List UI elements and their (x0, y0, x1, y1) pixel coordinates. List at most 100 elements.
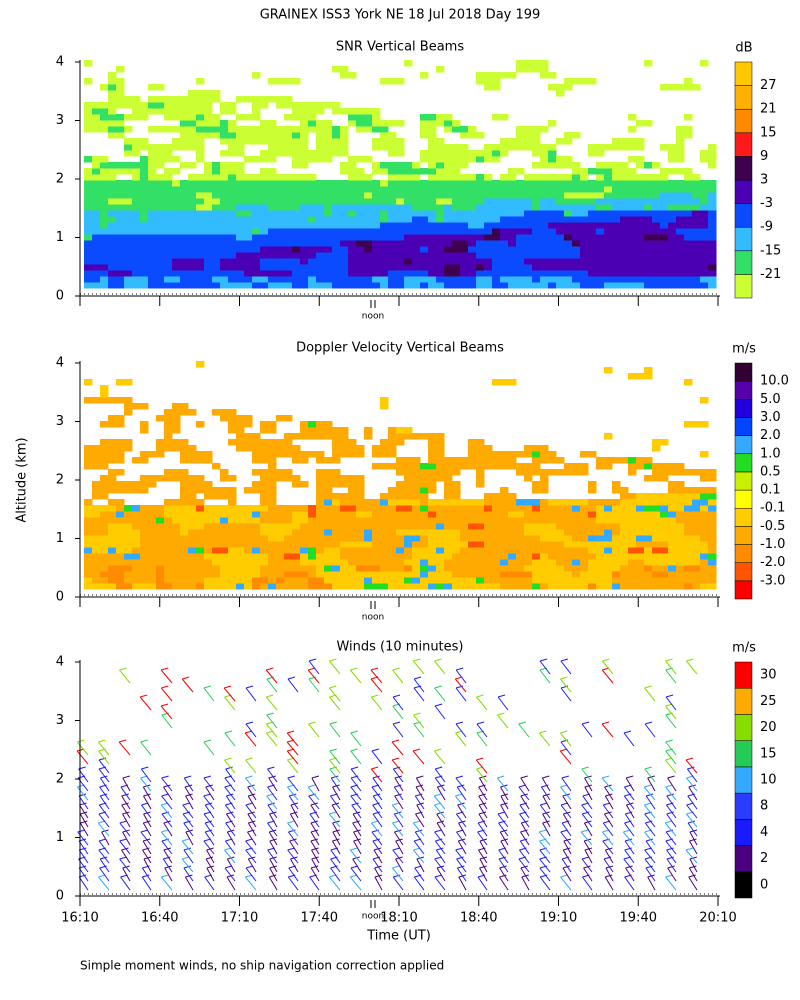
wind-barb (583, 822, 593, 837)
field-cell (308, 102, 317, 109)
field-cell (516, 553, 525, 560)
field-cell (500, 258, 509, 265)
field-cell (476, 192, 485, 199)
wind-barb (500, 786, 509, 801)
colorbar-label: 2 (760, 851, 768, 866)
field-cell (644, 246, 653, 253)
field-cell (364, 270, 373, 277)
field-cell (92, 541, 101, 548)
field-cell (188, 571, 197, 578)
wind-barb (542, 820, 550, 824)
field-cell (116, 499, 125, 506)
field-cell (620, 186, 629, 193)
field-cell (156, 126, 165, 133)
field-cell (364, 433, 373, 440)
field-cell (372, 240, 381, 247)
field-cell (172, 204, 181, 211)
field-cell (460, 180, 469, 187)
field-cell (708, 144, 717, 151)
wind-barb (245, 849, 257, 864)
wind-barb (394, 811, 402, 815)
field-cell (324, 487, 333, 494)
field-cell (148, 535, 157, 542)
field-cell (428, 487, 437, 494)
field-cell (348, 120, 357, 127)
wind-barb (310, 802, 318, 806)
wind-barb (372, 838, 380, 842)
field-cell (708, 583, 717, 590)
wind-barb (646, 793, 654, 797)
field-cell (564, 264, 573, 271)
field-cell (708, 222, 717, 229)
field-cell (428, 198, 437, 205)
field-cell (348, 511, 357, 518)
wind-barb (581, 858, 593, 873)
field-cell (588, 517, 597, 524)
field-cell (236, 162, 245, 169)
field-cell (452, 457, 461, 464)
field-cell (164, 150, 173, 157)
field-cell (388, 463, 397, 470)
field-cell (684, 192, 693, 199)
field-cell (516, 535, 525, 542)
field-cell (228, 234, 237, 241)
field-cell (172, 210, 181, 217)
field-cell (260, 445, 269, 452)
field-cell (620, 571, 629, 578)
field-cell (100, 162, 109, 169)
wind-barb (560, 874, 568, 878)
field-cell (300, 276, 309, 283)
field-cell (636, 529, 645, 536)
field-cell (172, 186, 181, 193)
field-cell (516, 240, 525, 247)
field-cell (196, 210, 205, 217)
field-cell (428, 517, 437, 524)
field-cell (356, 583, 365, 590)
field-cell (236, 174, 245, 181)
field-cell (708, 493, 717, 500)
field-cell (196, 541, 205, 548)
wind-barb (181, 858, 194, 873)
field-cell (252, 559, 261, 566)
field-cell (396, 541, 405, 548)
field-cell (524, 559, 533, 566)
wind-barb (353, 831, 362, 846)
field-cell (244, 433, 253, 440)
field-cell (484, 517, 493, 524)
field-cell (196, 535, 205, 542)
field-cell (428, 174, 437, 181)
field-cell (220, 198, 229, 205)
wind-barb (562, 793, 570, 797)
field-cell (364, 120, 373, 127)
field-cell (268, 553, 277, 560)
wind-barb (77, 786, 89, 801)
colorbar-box (734, 489, 753, 509)
field-cell (532, 270, 541, 277)
wind-barb (267, 768, 278, 783)
wind-barb (244, 730, 253, 734)
field-cell (492, 379, 501, 386)
field-cell (132, 162, 141, 169)
field-cell (252, 469, 261, 476)
field-cell (100, 204, 109, 211)
field-cell (628, 529, 637, 536)
wind-barb (247, 786, 257, 801)
field-cell (452, 234, 461, 241)
field-cell (340, 505, 349, 512)
field-cell (428, 559, 437, 566)
field-cell (692, 252, 701, 259)
field-cell (380, 505, 389, 512)
field-cell (548, 180, 557, 187)
field-cell (524, 66, 533, 73)
field-cell (700, 499, 709, 506)
field-cell (316, 234, 325, 241)
field-cell (84, 577, 93, 584)
field-cell (620, 258, 629, 265)
field-cell (108, 120, 117, 127)
field-cell (84, 523, 93, 530)
field-cell (444, 457, 453, 464)
field-cell (340, 535, 349, 542)
field-cell (156, 415, 165, 422)
wind-barb (644, 784, 652, 788)
field-cell (380, 120, 389, 127)
